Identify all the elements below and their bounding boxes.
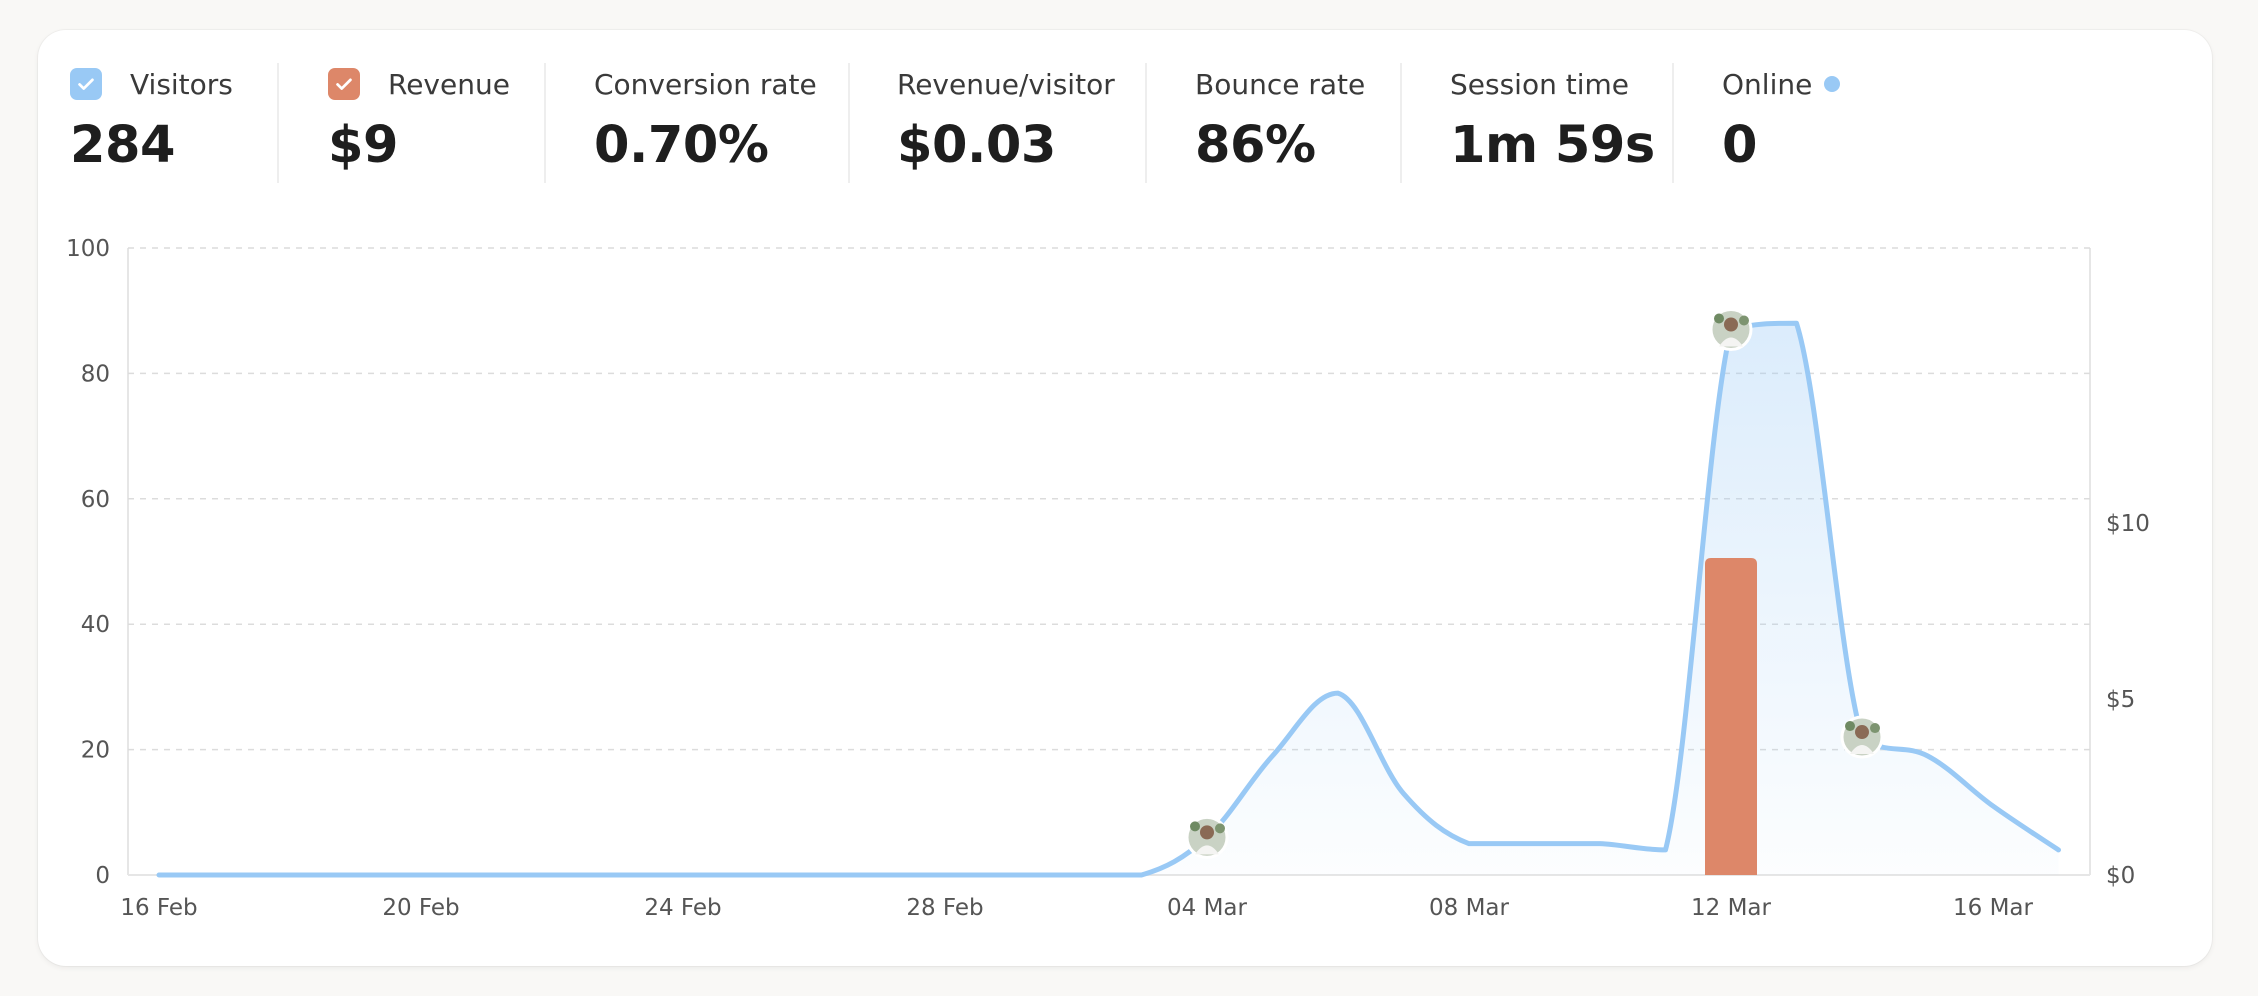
y-left-tick-label: 100 bbox=[66, 236, 110, 262]
check-icon bbox=[336, 78, 352, 90]
y-left-tick-label: 0 bbox=[95, 863, 110, 889]
x-tick-label: 12 Mar bbox=[1691, 895, 1772, 921]
revenue-per-visitor-value: $0.03 bbox=[897, 116, 1056, 175]
revenue-bar bbox=[1705, 557, 1757, 875]
y-right-tick-label: $5 bbox=[2106, 687, 2135, 713]
metric-bounce-rate[interactable]: Bounce rate 86% bbox=[1195, 62, 1365, 212]
metric-session-time[interactable]: Session time 1m 59s bbox=[1450, 62, 1655, 212]
avatar-icon[interactable] bbox=[1709, 308, 1753, 352]
y-left-tick-label: 60 bbox=[81, 487, 110, 513]
visitors-label: Visitors bbox=[130, 67, 233, 101]
revenue-label: Revenue bbox=[388, 67, 510, 101]
metric-divider bbox=[1400, 63, 1402, 183]
visitors-area-fill bbox=[159, 323, 2059, 875]
x-tick-label: 20 Feb bbox=[382, 895, 459, 921]
metric-divider bbox=[848, 63, 850, 183]
avatar-icon[interactable] bbox=[1840, 715, 1884, 759]
metric-divider bbox=[1672, 63, 1674, 183]
revenue-value: $9 bbox=[328, 116, 398, 175]
conversion-rate-value: 0.70% bbox=[594, 116, 769, 175]
y-left-tick-label: 40 bbox=[81, 612, 110, 638]
revenue-checkbox[interactable] bbox=[328, 68, 360, 100]
online-status-dot bbox=[1824, 76, 1841, 92]
metric-conversion-rate[interactable]: Conversion rate 0.70% bbox=[594, 62, 817, 212]
x-tick-label: 24 Feb bbox=[644, 895, 721, 921]
revenue-per-visitor-label: Revenue/visitor bbox=[897, 67, 1115, 101]
y-right-tick-label: $10 bbox=[2106, 511, 2150, 537]
metric-divider bbox=[277, 63, 279, 183]
avatar-icon[interactable] bbox=[1185, 815, 1229, 859]
y-right-tick-label: $0 bbox=[2106, 863, 2135, 889]
x-tick-label: 08 Mar bbox=[1429, 895, 1510, 921]
session-time-label: Session time bbox=[1450, 67, 1629, 101]
x-tick-label: 04 Mar bbox=[1167, 895, 1248, 921]
online-value: 0 bbox=[1722, 116, 1758, 175]
bounce-rate-label: Bounce rate bbox=[1195, 67, 1366, 101]
session-time-value: 1m 59s bbox=[1450, 116, 1655, 175]
check-icon bbox=[78, 78, 94, 90]
online-label: Online bbox=[1722, 67, 1813, 101]
analytics-card: Visitors 284 Revenue $9 Conversion rate … bbox=[38, 30, 2212, 966]
visitors-value: 284 bbox=[70, 116, 175, 175]
metric-revenue-per-visitor[interactable]: Revenue/visitor $0.03 bbox=[897, 62, 1115, 212]
x-tick-label: 28 Feb bbox=[906, 895, 983, 921]
x-tick-label: 16 Mar bbox=[1953, 895, 2034, 921]
bounce-rate-value: 86% bbox=[1195, 116, 1316, 175]
metrics-bar: Visitors 284 Revenue $9 Conversion rate … bbox=[38, 30, 2212, 210]
y-left-tick-label: 80 bbox=[81, 361, 110, 387]
visitors-revenue-chart: 0 20 40 60 80 100 $0 $5 $10 16 Feb 20 Feb 24 Feb 28 … bbox=[66, 236, 2150, 921]
metric-divider bbox=[544, 63, 546, 183]
y-left-tick-label: 20 bbox=[81, 738, 110, 764]
conversion-rate-label: Conversion rate bbox=[594, 67, 817, 101]
visitors-checkbox[interactable] bbox=[70, 68, 102, 100]
x-tick-label: 16 Feb bbox=[120, 895, 197, 921]
metric-revenue[interactable]: Revenue $9 bbox=[328, 62, 510, 212]
metric-visitors[interactable]: Visitors 284 bbox=[70, 62, 233, 212]
metric-divider bbox=[1145, 63, 1147, 183]
metric-online[interactable]: Online 0 bbox=[1722, 62, 1841, 212]
